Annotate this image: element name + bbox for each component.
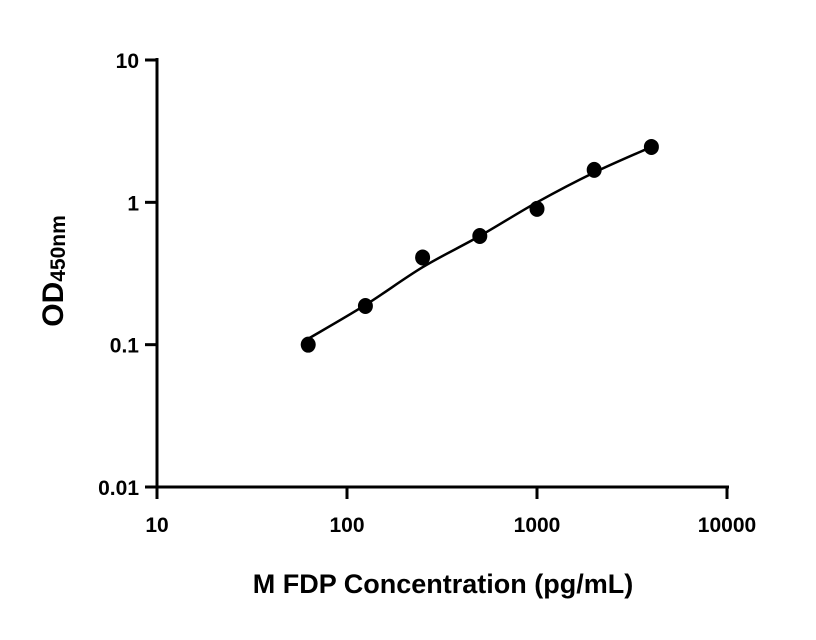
x-axis-label: M FDP Concentration (pg/mL) — [253, 569, 633, 599]
axes — [155, 58, 729, 489]
data-point — [357, 297, 373, 314]
y-axis-label: OD450nm — [37, 215, 70, 327]
y-tick-label: 0.01 — [98, 477, 139, 500]
x-tick-label: 10000 — [698, 514, 756, 537]
y-tick-label: 10 — [116, 50, 139, 73]
data-point — [415, 249, 431, 266]
x-tick-label: 10 — [145, 514, 168, 537]
y-axis-label-subscript: 450nm — [47, 215, 70, 282]
y-axis-label-main: OD — [37, 282, 70, 327]
data-point — [529, 200, 545, 217]
x-tick-label: 1000 — [514, 514, 561, 537]
data-point — [472, 228, 488, 245]
data-point — [643, 138, 659, 155]
y-tick-label: 1 — [127, 192, 139, 215]
data-point — [300, 336, 316, 353]
x-tick-label: 100 — [329, 514, 364, 537]
y-tick-label: 0.1 — [110, 335, 140, 358]
data-point — [586, 161, 602, 178]
